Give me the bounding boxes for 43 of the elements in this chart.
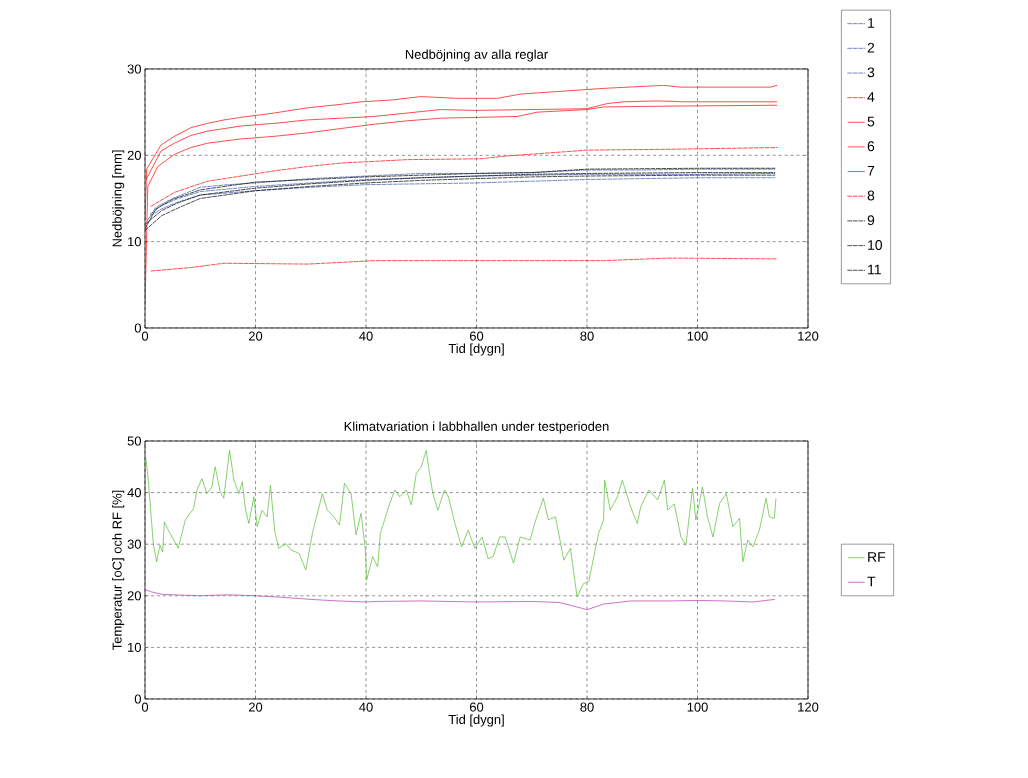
x-tick-label: 80: [580, 702, 594, 712]
y-tick-label: 40: [127, 488, 141, 498]
legend-label: 10: [868, 240, 883, 250]
y-tick-label: 20: [127, 150, 141, 160]
chart-title: Klimatvariation i labbhallen under testperioden: [344, 421, 609, 434]
y-axis-title: Temperatur [oC] och RF [%]: [112, 490, 125, 650]
y-axis-title: Nedböjning [mm]: [112, 150, 125, 247]
y-tick-label: 50: [127, 436, 141, 446]
x-axis-title: Tid [dygn]: [448, 343, 504, 356]
x-tick-label: 120: [798, 702, 819, 712]
legend-label: 9: [867, 215, 875, 226]
legend-label: 6: [867, 141, 875, 152]
x-axis-title: Tid [dygn]: [448, 714, 504, 727]
legend-label: T: [867, 576, 876, 587]
legend-label: 1: [868, 18, 875, 28]
y-tick-label: 20: [127, 591, 141, 601]
legend-label: 5: [867, 116, 875, 127]
x-tick-label: 40: [359, 331, 373, 341]
y-tick-label: 0: [134, 694, 141, 704]
x-tick-label: 40: [359, 702, 373, 712]
x-tick-label: 100: [687, 331, 708, 341]
y-tick-label: 0: [134, 323, 141, 333]
x-tick-label: 20: [248, 331, 263, 341]
chart-title: Nedböjning av alla reglar: [405, 49, 548, 62]
y-tick-label: 30: [127, 64, 141, 74]
legend-label: 4: [867, 92, 875, 102]
x-tick-label: 60: [469, 331, 484, 341]
legend-label: 2: [867, 42, 875, 53]
legend-label: 11: [868, 264, 881, 275]
x-tick-label: 60: [469, 702, 484, 712]
x-tick-label: 0: [141, 702, 149, 712]
y-tick-label: 30: [127, 539, 141, 549]
legend-label: 7: [867, 166, 875, 176]
legend-label: RF: [868, 552, 886, 562]
legend-label: 8: [867, 190, 875, 201]
x-tick-label: 0: [141, 331, 149, 341]
x-tick-label: 100: [687, 702, 708, 712]
x-tick-label: 120: [798, 331, 819, 341]
y-tick-label: 10: [128, 237, 141, 247]
x-tick-label: 80: [580, 331, 594, 341]
legend-label: 3: [867, 67, 875, 78]
x-tick-label: 20: [248, 702, 263, 712]
y-tick-label: 10: [128, 642, 141, 652]
